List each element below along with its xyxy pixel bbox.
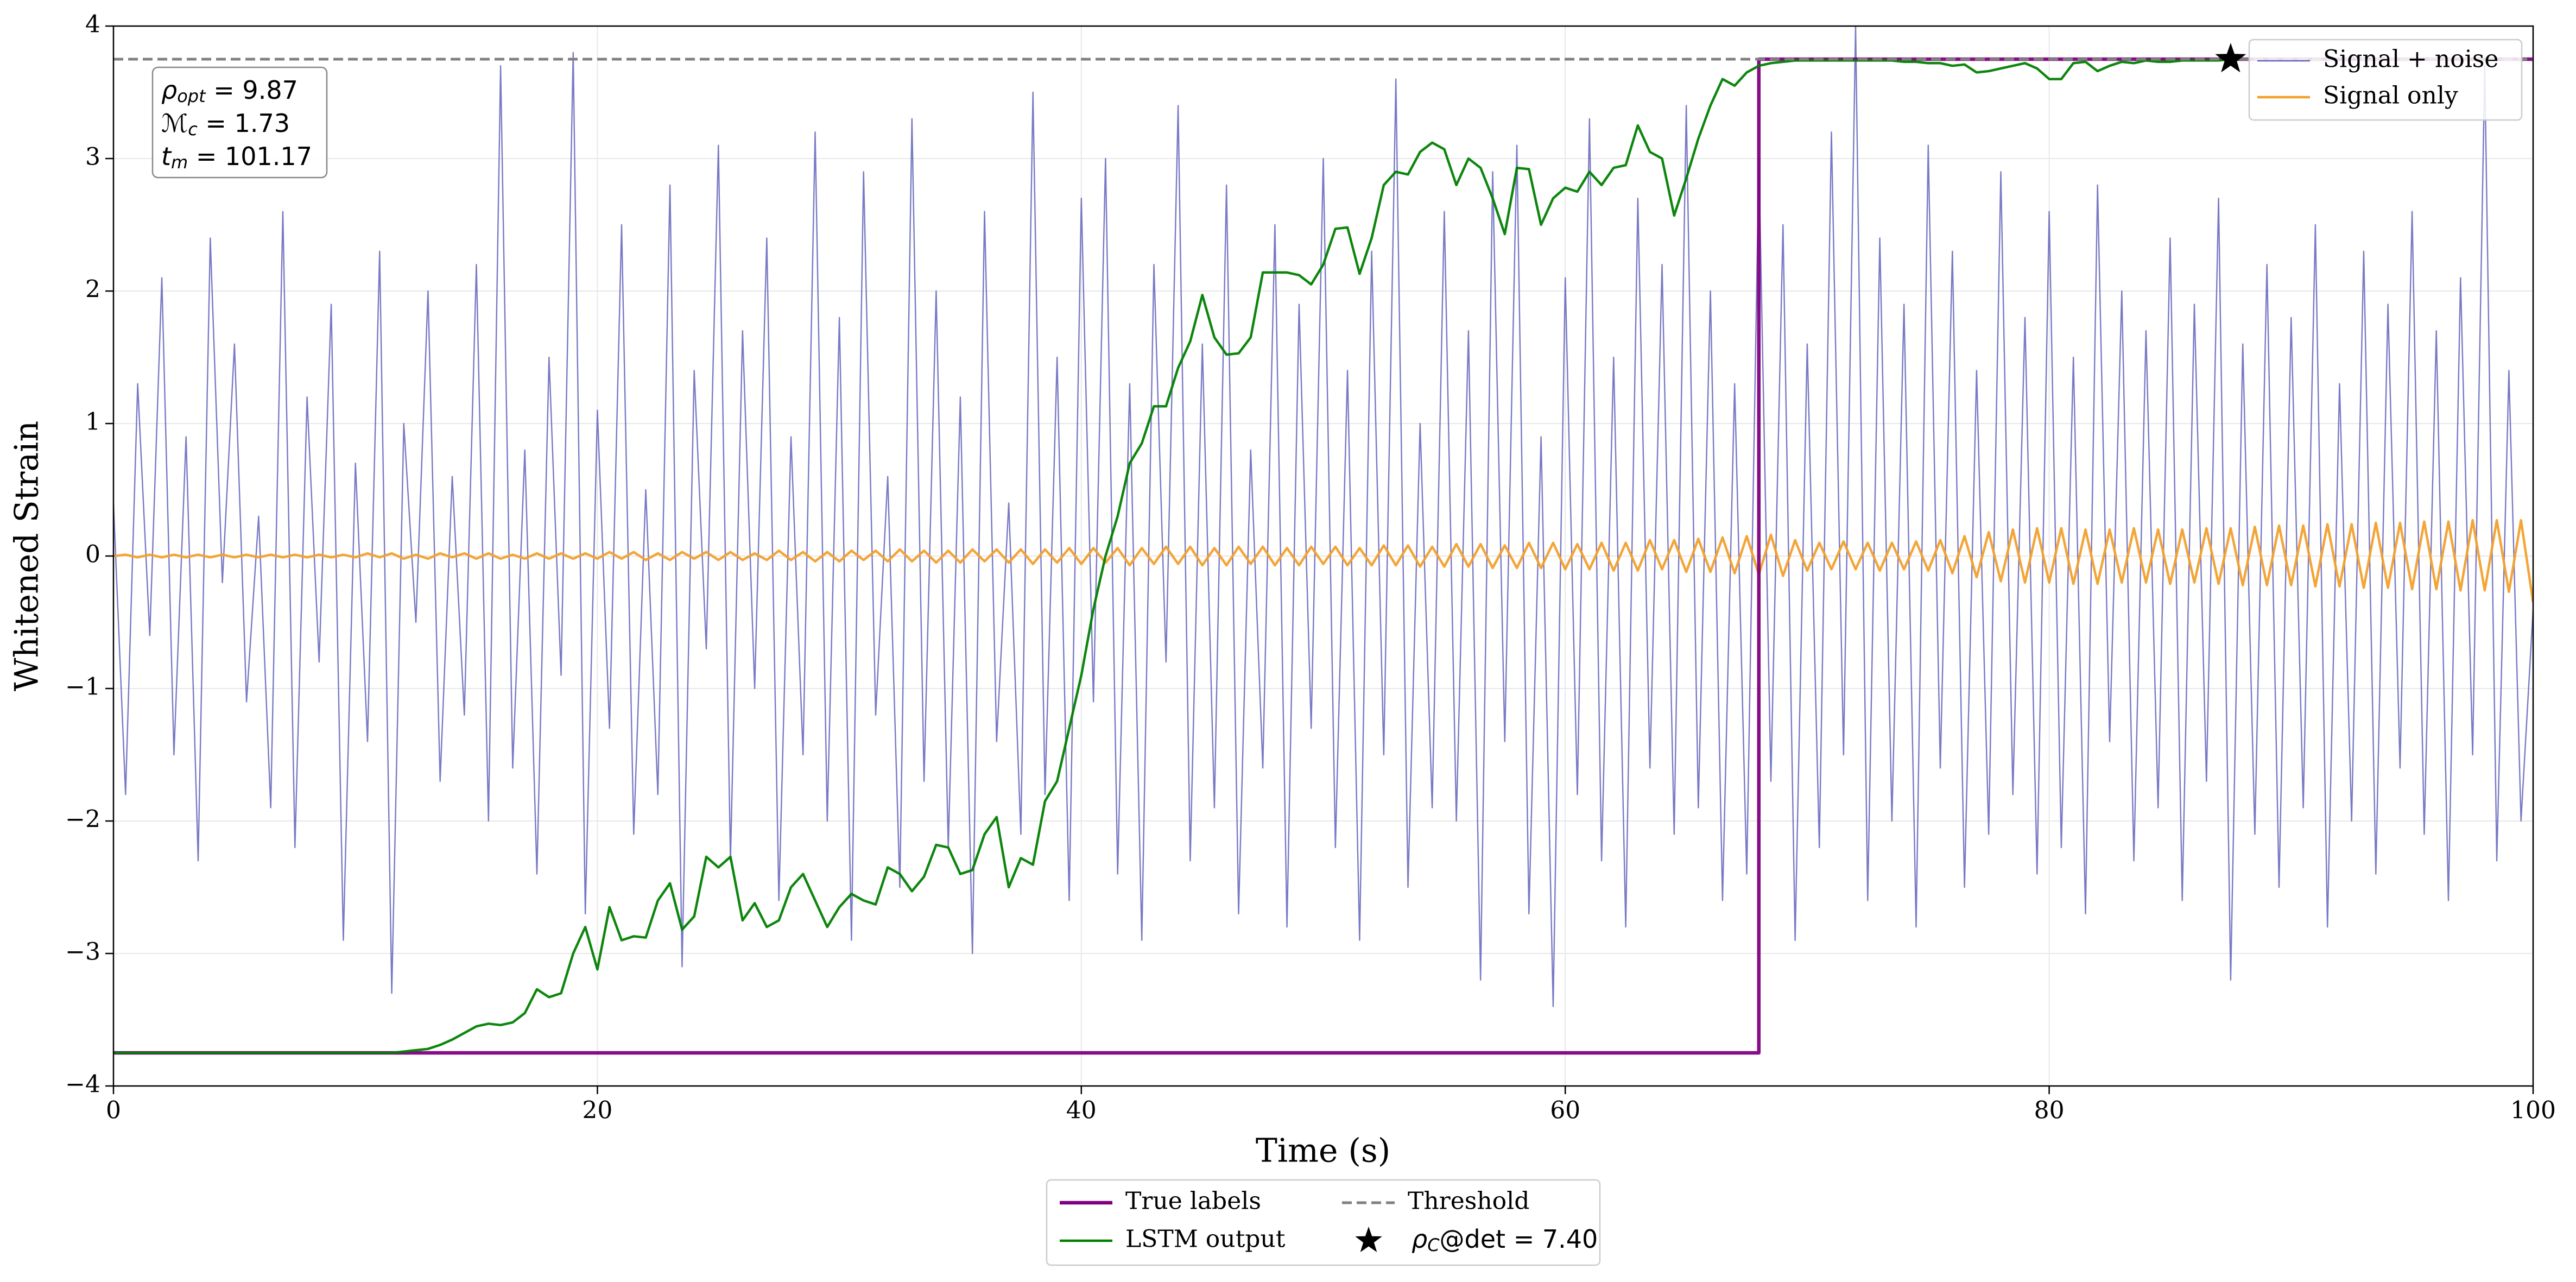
x-tick-label: 80 — [2034, 1097, 2065, 1125]
y-tick-label: −1 — [65, 673, 100, 701]
x-tick-label: 40 — [1066, 1097, 1097, 1125]
subscript: C — [1427, 1235, 1440, 1255]
y-tick-label: 4 — [85, 11, 100, 39]
text-part: = 1.73 — [198, 109, 290, 138]
annotation-line: ℳc = 1.73 — [161, 109, 290, 140]
text-part: t — [161, 142, 172, 171]
y-tick-label: 1 — [85, 408, 100, 436]
text-part: @det = 7.40 — [1440, 1224, 1598, 1254]
detection-star — [2215, 43, 2246, 73]
text-part: = 9.87 — [206, 75, 298, 105]
series-line — [113, 519, 2533, 603]
y-tick-label: 3 — [85, 143, 100, 171]
legend-label: LSTM output — [1125, 1226, 1286, 1253]
annotation-line: ρopt = 9.87 — [161, 75, 298, 107]
plot-area — [113, 26, 2533, 1055]
subscript: opt — [177, 86, 206, 106]
text-part: ρ — [161, 75, 177, 105]
legend-box — [2248, 39, 2523, 121]
subscript: c — [188, 119, 198, 140]
text-part: = 101.17 — [188, 142, 312, 171]
annotation-line: tm = 101.17 — [161, 142, 312, 173]
y-tick-label: −2 — [65, 806, 100, 833]
x-tick-label: 100 — [2510, 1097, 2556, 1125]
y-tick-label: −3 — [65, 938, 100, 966]
legend-label: True labels — [1125, 1188, 1261, 1215]
y-tick-label: 0 — [85, 541, 100, 569]
x-axis-label: Time (s) — [1256, 1132, 1390, 1170]
legend-marker — [1355, 1227, 1382, 1252]
x-tick-label: 20 — [582, 1097, 612, 1125]
legend-label: Signal only — [2323, 82, 2458, 110]
legend-label: ρC@det = 7.40 — [1412, 1224, 1598, 1256]
y-tick-label: 2 — [85, 276, 100, 304]
x-tick-label: 60 — [1550, 1097, 1580, 1125]
legend-label: Signal + noise — [2323, 46, 2498, 73]
overlay: 0 20 40 60 80 100 −4 −3 −2 −1 0 1 2 3 4 Signal + noise S… — [65, 11, 2556, 1266]
subscript: m — [171, 152, 188, 173]
y-axis-label: Whitened Strain — [8, 421, 46, 691]
x-tick-label: 0 — [106, 1097, 121, 1125]
y-tick-label: −4 — [65, 1071, 100, 1098]
annotation-box — [151, 66, 328, 179]
text-part: ℳ — [161, 109, 188, 138]
legend-label: Threshold — [1408, 1188, 1529, 1215]
text-part: ρ — [1412, 1224, 1427, 1254]
series-line — [113, 26, 2533, 1007]
legend-box — [1046, 1179, 1601, 1266]
